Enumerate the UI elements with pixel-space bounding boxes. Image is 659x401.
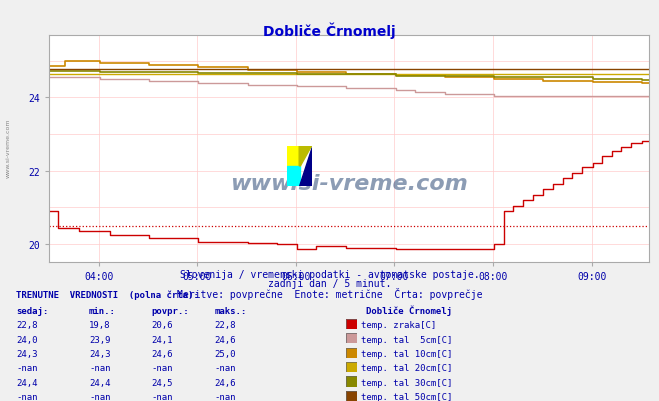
Polygon shape xyxy=(299,146,312,166)
Text: -nan: -nan xyxy=(89,393,111,401)
Text: 24,6: 24,6 xyxy=(214,335,236,344)
Text: -nan: -nan xyxy=(214,364,236,373)
Text: www.si-vreme.com: www.si-vreme.com xyxy=(5,119,11,178)
Text: 24,3: 24,3 xyxy=(16,349,38,358)
Text: -nan: -nan xyxy=(16,364,38,373)
Text: -nan: -nan xyxy=(214,393,236,401)
Text: 24,1: 24,1 xyxy=(152,335,173,344)
Text: Dobliče Črnomelj: Dobliče Črnomelj xyxy=(366,304,452,315)
Text: temp. tal 20cm[C]: temp. tal 20cm[C] xyxy=(361,364,453,373)
Text: 23,9: 23,9 xyxy=(89,335,111,344)
Text: -nan: -nan xyxy=(16,393,38,401)
Text: 19,8: 19,8 xyxy=(89,320,111,329)
Text: temp. tal 10cm[C]: temp. tal 10cm[C] xyxy=(361,349,453,358)
Text: 24,6: 24,6 xyxy=(152,349,173,358)
Text: Dobliče Črnomelj: Dobliče Črnomelj xyxy=(263,22,396,38)
Text: 25,0: 25,0 xyxy=(214,349,236,358)
Text: sedaj:: sedaj: xyxy=(16,306,49,315)
Text: min.:: min.: xyxy=(89,306,116,315)
Text: temp. tal  5cm[C]: temp. tal 5cm[C] xyxy=(361,335,453,344)
Text: 20,6: 20,6 xyxy=(152,320,173,329)
Text: temp. tal 30cm[C]: temp. tal 30cm[C] xyxy=(361,378,453,387)
Text: Meritve: povprečne  Enote: metrične  Črta: povprečje: Meritve: povprečne Enote: metrične Črta:… xyxy=(177,287,482,299)
Text: 24,6: 24,6 xyxy=(214,378,236,387)
Text: 24,3: 24,3 xyxy=(89,349,111,358)
Text: -nan: -nan xyxy=(152,364,173,373)
Bar xyxy=(287,166,301,186)
Text: 24,4: 24,4 xyxy=(16,378,38,387)
Text: 24,0: 24,0 xyxy=(16,335,38,344)
Text: Slovenija / vremenski podatki - avtomatske postaje.: Slovenija / vremenski podatki - avtomats… xyxy=(180,269,479,279)
Text: 22,8: 22,8 xyxy=(214,320,236,329)
Text: maks.:: maks.: xyxy=(214,306,246,315)
Text: 24,5: 24,5 xyxy=(152,378,173,387)
Text: -nan: -nan xyxy=(152,393,173,401)
Bar xyxy=(287,146,301,166)
Text: temp. zraka[C]: temp. zraka[C] xyxy=(361,320,436,329)
Text: TRENUTNE  VREDNOSTI  (polna črta):: TRENUTNE VREDNOSTI (polna črta): xyxy=(16,290,199,300)
Text: www.si-vreme.com: www.si-vreme.com xyxy=(231,173,468,193)
Text: -nan: -nan xyxy=(89,364,111,373)
Text: 22,8: 22,8 xyxy=(16,320,38,329)
Text: povpr.:: povpr.: xyxy=(152,306,189,315)
Text: zadnji dan / 5 minut.: zadnji dan / 5 minut. xyxy=(268,278,391,288)
Text: 24,4: 24,4 xyxy=(89,378,111,387)
Polygon shape xyxy=(299,146,312,186)
Text: temp. tal 50cm[C]: temp. tal 50cm[C] xyxy=(361,393,453,401)
